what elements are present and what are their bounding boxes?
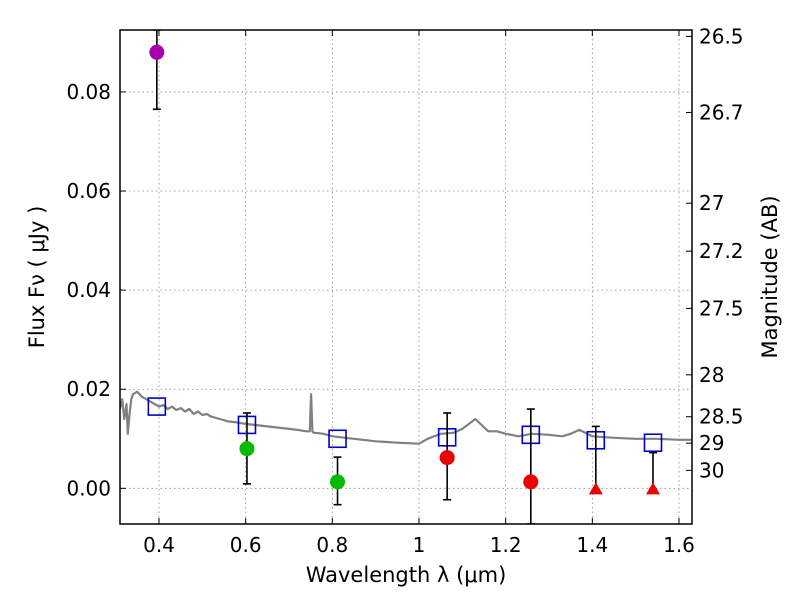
x-tick-label: 1.4 — [576, 533, 608, 557]
x-axis-title: Wavelength λ (μm) — [306, 563, 507, 587]
magnitude-tick-label: 27 — [699, 191, 724, 215]
observed-flux-point — [149, 44, 165, 60]
tick-layer: 0.4 0.6 0.8 1 1.2 1.4 1.6 0.00 0.02 0.04 0.06 0.08 2… — [66, 24, 743, 557]
magnitude-tick-label: 28.5 — [699, 405, 744, 429]
magnitude-tick-label: 26.5 — [699, 24, 744, 48]
x-tick-label: 0.6 — [230, 533, 262, 557]
x-tick-label: 1.2 — [490, 533, 522, 557]
magnitude-tick-label: 26.7 — [699, 100, 744, 124]
x-tick-label: 1.6 — [663, 533, 695, 557]
x-tick-label: 0.4 — [143, 533, 175, 557]
data-layer — [120, 30, 692, 524]
upper-limit-point — [588, 482, 603, 495]
model-flux-point — [328, 429, 347, 449]
x-tick-label: 1 — [413, 533, 426, 557]
y-tick-label: 0.04 — [66, 278, 111, 302]
model-flux-point — [147, 397, 167, 416]
observed-flux-point — [330, 474, 346, 490]
magnitude-tick-label: 29 — [699, 431, 724, 455]
magnitude-tick-label: 28 — [699, 363, 724, 387]
y-axis-title-left: Flux Fν ( μJy ) — [25, 206, 49, 349]
observed-flux-point — [523, 474, 539, 490]
x-tick-label: 0.8 — [316, 533, 348, 557]
template-spectrum-line — [120, 390, 692, 445]
plot-area — [120, 30, 692, 524]
model-flux-point — [643, 433, 663, 453]
observed-flux-point — [239, 441, 255, 457]
y-tick-label: 0.08 — [66, 80, 111, 104]
magnitude-tick-label: 30 — [699, 458, 724, 482]
magnitude-tick-label: 27.2 — [699, 239, 744, 263]
upper-limit-point — [646, 482, 660, 495]
plot-frame — [119, 29, 693, 525]
y-tick-label: 0.00 — [66, 476, 111, 500]
y-tick-label: 0.02 — [66, 377, 111, 401]
y-axis-title-right: Magnitude (AB) — [758, 195, 782, 358]
y-tick-label: 0.06 — [66, 179, 111, 203]
magnitude-tick-label: 27.5 — [699, 296, 744, 320]
observed-flux-point — [439, 450, 455, 466]
grid-layer — [120, 30, 692, 524]
